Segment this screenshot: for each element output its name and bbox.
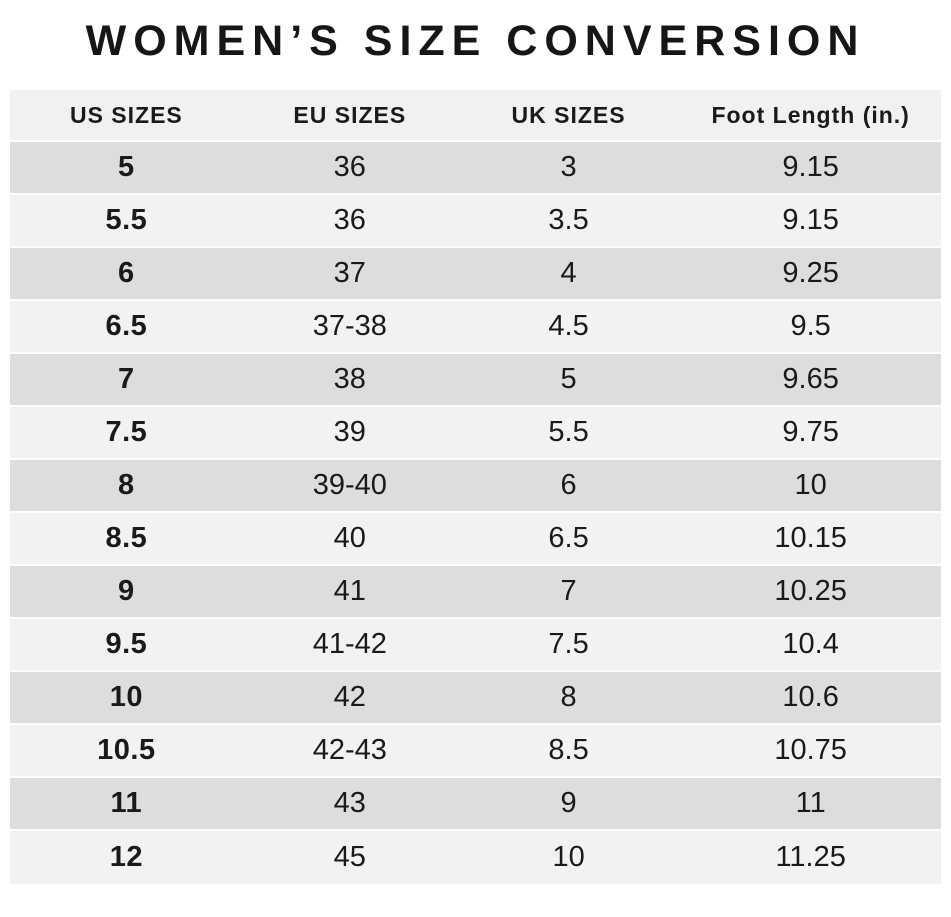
uk-size-cell: 10 bbox=[456, 831, 681, 884]
uk-size-cell: 4.5 bbox=[456, 301, 681, 354]
eu-size-cell: 38 bbox=[242, 354, 457, 407]
us-size-cell: 5 bbox=[10, 142, 243, 195]
foot-length-cell: 9.75 bbox=[680, 407, 941, 460]
us-size-cell: 8.5 bbox=[10, 513, 243, 566]
eu-size-cell: 40 bbox=[242, 513, 457, 566]
table-row: 10 42 8 10.6 bbox=[10, 672, 941, 725]
table-body: 5 36 3 9.15 5.5 36 3.5 9.15 6 37 4 9.25 6.5 37-38 4.5 9… bbox=[10, 142, 941, 884]
header-uk-sizes: UK SIZES bbox=[456, 90, 681, 142]
eu-size-cell: 37 bbox=[242, 248, 457, 301]
table-row: 5.5 36 3.5 9.15 bbox=[10, 195, 941, 248]
foot-length-cell: 9.25 bbox=[680, 248, 941, 301]
table-row: 5 36 3 9.15 bbox=[10, 142, 941, 195]
header-us-sizes: US SIZES bbox=[10, 90, 243, 142]
uk-size-cell: 4 bbox=[456, 248, 681, 301]
foot-length-cell: 10.25 bbox=[680, 566, 941, 619]
table-row: 8.5 40 6.5 10.15 bbox=[10, 513, 941, 566]
foot-length-cell: 10.4 bbox=[680, 619, 941, 672]
page: WOMEN’S SIZE CONVERSION US SIZES EU SIZE… bbox=[0, 14, 951, 917]
us-size-cell: 10.5 bbox=[10, 725, 243, 778]
page-title: WOMEN’S SIZE CONVERSION bbox=[85, 17, 866, 65]
us-size-cell: 10 bbox=[10, 672, 243, 725]
uk-size-cell: 5.5 bbox=[456, 407, 681, 460]
eu-size-cell: 36 bbox=[242, 195, 457, 248]
uk-size-cell: 9 bbox=[456, 778, 681, 831]
eu-size-cell: 45 bbox=[242, 831, 457, 884]
eu-size-cell: 41 bbox=[242, 566, 457, 619]
eu-size-cell: 37-38 bbox=[242, 301, 457, 354]
us-size-cell: 9 bbox=[10, 566, 243, 619]
uk-size-cell: 3.5 bbox=[456, 195, 681, 248]
table-row: 6.5 37-38 4.5 9.5 bbox=[10, 301, 941, 354]
table-row: 9 41 7 10.25 bbox=[10, 566, 941, 619]
foot-length-cell: 9.65 bbox=[680, 354, 941, 407]
foot-length-cell: 10 bbox=[680, 460, 941, 513]
size-conversion-table: US SIZES EU SIZES UK SIZES Foot Length (… bbox=[10, 90, 941, 884]
uk-size-cell: 6 bbox=[456, 460, 681, 513]
us-size-cell: 9.5 bbox=[10, 619, 243, 672]
uk-size-cell: 8 bbox=[456, 672, 681, 725]
eu-size-cell: 36 bbox=[242, 142, 457, 195]
eu-size-cell: 41-42 bbox=[242, 619, 457, 672]
us-size-cell: 7.5 bbox=[10, 407, 243, 460]
table-row: 12 45 10 11.25 bbox=[10, 831, 941, 884]
foot-length-cell: 10.6 bbox=[680, 672, 941, 725]
eu-size-cell: 42-43 bbox=[242, 725, 457, 778]
table-row: 10.5 42-43 8.5 10.75 bbox=[10, 725, 941, 778]
us-size-cell: 6 bbox=[10, 248, 243, 301]
table-row: 9.5 41-42 7.5 10.4 bbox=[10, 619, 941, 672]
us-size-cell: 6.5 bbox=[10, 301, 243, 354]
us-size-cell: 12 bbox=[10, 831, 243, 884]
uk-size-cell: 6.5 bbox=[456, 513, 681, 566]
eu-size-cell: 39-40 bbox=[242, 460, 457, 513]
eu-size-cell: 39 bbox=[242, 407, 457, 460]
us-size-cell: 5.5 bbox=[10, 195, 243, 248]
foot-length-cell: 9.15 bbox=[680, 195, 941, 248]
table-row: 7 38 5 9.65 bbox=[10, 354, 941, 407]
table-row: 8 39-40 6 10 bbox=[10, 460, 941, 513]
table-header: US SIZES EU SIZES UK SIZES Foot Length (… bbox=[10, 90, 941, 142]
eu-size-cell: 43 bbox=[242, 778, 457, 831]
uk-size-cell: 8.5 bbox=[456, 725, 681, 778]
header-row: US SIZES EU SIZES UK SIZES Foot Length (… bbox=[10, 90, 941, 142]
header-eu-sizes: EU SIZES bbox=[242, 90, 457, 142]
us-size-cell: 11 bbox=[10, 778, 243, 831]
uk-size-cell: 5 bbox=[456, 354, 681, 407]
foot-length-cell: 11 bbox=[680, 778, 941, 831]
us-size-cell: 7 bbox=[10, 354, 243, 407]
us-size-cell: 8 bbox=[10, 460, 243, 513]
uk-size-cell: 3 bbox=[456, 142, 681, 195]
foot-length-cell: 9.5 bbox=[680, 301, 941, 354]
foot-length-cell: 10.15 bbox=[680, 513, 941, 566]
foot-length-cell: 11.25 bbox=[680, 831, 941, 884]
uk-size-cell: 7 bbox=[456, 566, 681, 619]
header-foot-length: Foot Length (in.) bbox=[680, 90, 941, 142]
table-row: 6 37 4 9.25 bbox=[10, 248, 941, 301]
uk-size-cell: 7.5 bbox=[456, 619, 681, 672]
table-row: 11 43 9 11 bbox=[10, 778, 941, 831]
table-row: 7.5 39 5.5 9.75 bbox=[10, 407, 941, 460]
foot-length-cell: 9.15 bbox=[680, 142, 941, 195]
foot-length-cell: 10.75 bbox=[680, 725, 941, 778]
eu-size-cell: 42 bbox=[242, 672, 457, 725]
